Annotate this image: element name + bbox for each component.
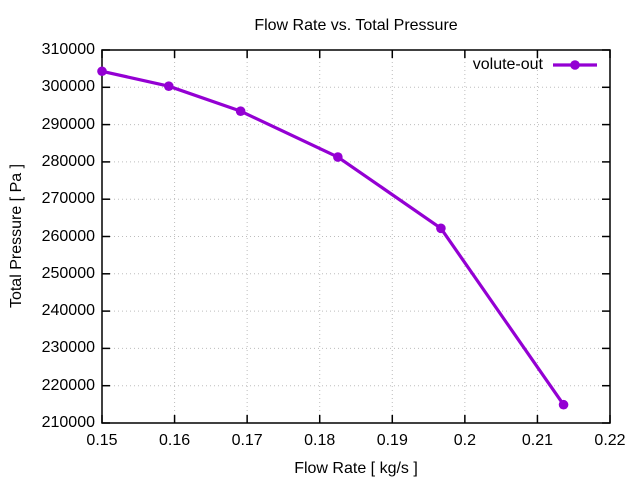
y-tick-label: 220000 [41,376,95,394]
data-point [558,399,569,410]
legend-line-sample-icon [553,60,597,70]
data-point [97,66,107,77]
x-axis-label: Flow Rate [ kg/s ] [294,460,418,477]
data-line [100,69,566,407]
y-tick-label: 240000 [41,302,95,320]
y-tick-label: 260000 [41,227,95,245]
legend: volute-out [473,56,598,74]
y-tick-label: 280000 [41,152,95,170]
y-axis-label: Total Pressure [ Pa ] [8,163,25,309]
y-tick-label: 230000 [41,339,95,357]
y-tick-label: 310000 [41,41,95,58]
y-tick-label: 210000 [41,414,95,431]
y-tick-label: 270000 [41,190,95,208]
x-tick-label: 0.18 [304,432,336,449]
x-tick-label: 0.17 [231,432,263,449]
x-tick-label: 0.2 [453,432,476,449]
chart-title: Flow Rate vs. Total Pressure [254,17,458,34]
x-tick-label: 0.19 [376,432,408,449]
legend-label: volute-out [472,56,543,73]
data-point [235,106,246,116]
plot-border [101,49,611,424]
y-tick-label: 300000 [41,78,95,96]
data-point [333,152,343,162]
x-tick-label: 0.15 [86,432,118,449]
x-tick-label: 0.16 [158,432,191,449]
y-tick-label: 250000 [41,264,95,282]
x-tick-label: 0.22 [594,432,626,449]
y-tick-label: 290000 [41,115,95,133]
x-tick-label: 0.21 [521,432,553,449]
data-point [163,81,174,91]
data-point [436,223,446,234]
